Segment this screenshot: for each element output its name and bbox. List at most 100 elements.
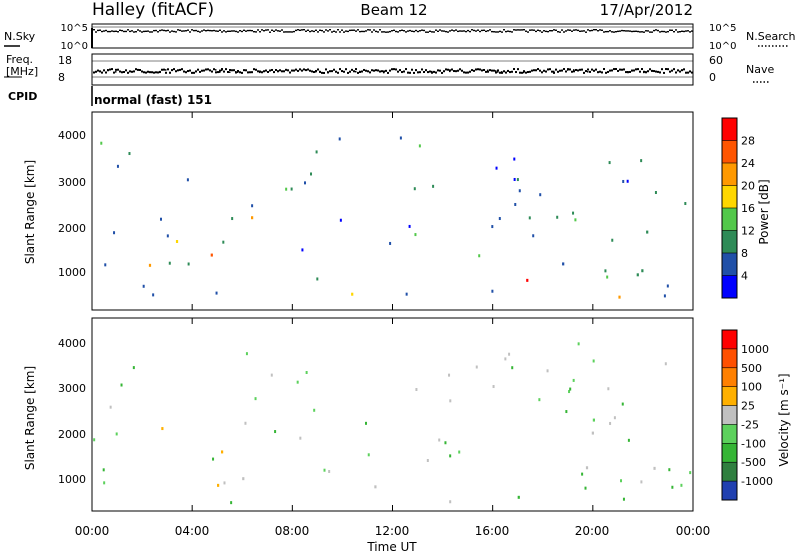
- scatter-cell: [274, 430, 277, 434]
- freq-point: [365, 69, 367, 72]
- freq-point: [347, 71, 349, 74]
- noise-point: [507, 30, 509, 32]
- noise-point: [169, 31, 171, 33]
- freq-point: [165, 71, 167, 74]
- noise-point: [365, 30, 367, 32]
- freq-trace: [93, 68, 693, 74]
- noise-point: [491, 30, 493, 33]
- nave-point: [159, 71, 161, 74]
- scatter-cell: [532, 234, 535, 238]
- scatter-cell: [231, 217, 234, 221]
- nave-point: [215, 69, 217, 71]
- freq-point: [465, 71, 467, 74]
- nave-point: [235, 71, 237, 73]
- freq-point: [143, 71, 145, 74]
- noise-point: [337, 29, 339, 31]
- freq-point: [215, 71, 217, 74]
- scatter-cell: [449, 454, 452, 458]
- noise-point: [473, 29, 475, 32]
- freq-point: [371, 69, 373, 72]
- freq-point: [445, 68, 447, 71]
- freq-point: [437, 69, 439, 72]
- noise-point: [129, 30, 131, 33]
- freq-point: [351, 68, 353, 71]
- freq-point: [135, 68, 137, 71]
- noise-point: [627, 30, 629, 32]
- freq-point: [603, 68, 605, 71]
- colorbar-swatch: [722, 424, 737, 444]
- noise-point: [691, 30, 693, 32]
- freq-point: [471, 69, 473, 72]
- xtick-1600: 16:00: [475, 524, 510, 538]
- noise-point: [645, 30, 647, 32]
- scatter-cell: [339, 218, 342, 222]
- freq-point: [405, 68, 407, 71]
- noise-right-label: N.Search: [746, 30, 796, 43]
- noise-point: [225, 31, 227, 33]
- freq-point: [429, 70, 431, 73]
- freq-point: [525, 71, 527, 74]
- freq-point: [251, 71, 253, 74]
- freq-point: [393, 68, 395, 71]
- scatter-cell: [351, 292, 354, 296]
- colorbar-tick-label: -25: [741, 418, 759, 431]
- nave-point: [487, 69, 489, 72]
- noise-point: [663, 30, 665, 33]
- freq-point: [559, 69, 561, 72]
- freq-point: [577, 69, 579, 72]
- freq-point: [555, 68, 557, 71]
- x-axis: 00:00 04:00 08:00 12:00 16:00 20:00 00:0…: [75, 524, 711, 554]
- freq-point: [653, 70, 655, 73]
- nave-point: [553, 70, 555, 73]
- noise-point: [205, 30, 207, 32]
- freq-point: [269, 69, 271, 72]
- nave-point: [631, 70, 633, 72]
- noise-point: [363, 30, 365, 33]
- noise-point: [179, 29, 181, 32]
- noise-point: [251, 29, 253, 32]
- scatter-cell: [222, 240, 225, 244]
- freq-point: [637, 68, 639, 71]
- noise-point: [633, 30, 635, 33]
- freq-point: [443, 70, 445, 73]
- scatter-cell: [113, 231, 116, 235]
- freq-point: [369, 71, 371, 74]
- nave-point: [587, 71, 589, 73]
- scatter-cell: [212, 457, 215, 461]
- freq-point: [385, 69, 387, 72]
- noise-point: [511, 31, 513, 33]
- noise-point: [283, 31, 285, 33]
- noise-point: [243, 29, 245, 32]
- noise-point: [591, 29, 593, 32]
- noise-point: [457, 30, 459, 33]
- freq-point: [481, 69, 483, 72]
- freq-point: [461, 69, 463, 72]
- freq-point: [97, 69, 99, 72]
- noise-point: [485, 30, 487, 33]
- freq-point: [255, 68, 257, 71]
- scatter-cell: [405, 292, 408, 296]
- noise-point: [163, 29, 165, 32]
- freq-point: [573, 70, 575, 73]
- noise-point: [249, 29, 251, 32]
- scatter-cell: [210, 253, 213, 257]
- noise-point: [477, 29, 479, 31]
- xtick-2000: 20:00: [575, 524, 610, 538]
- freq-point: [341, 70, 343, 73]
- freq-point: [339, 68, 341, 71]
- freq-point: [421, 68, 423, 71]
- noise-point: [515, 29, 517, 31]
- freq-point: [527, 71, 529, 74]
- nave-point: [245, 69, 247, 71]
- noise-point: [397, 31, 399, 33]
- colorbar-tick-label: 100: [741, 381, 762, 394]
- nave-point: [431, 70, 433, 73]
- freq-point: [485, 70, 487, 73]
- colorbar-swatch: [722, 348, 737, 369]
- noise-point: [329, 29, 331, 31]
- freq-point: [657, 70, 659, 73]
- noise-point: [613, 31, 615, 33]
- freq-point: [315, 69, 317, 72]
- noise-point: [287, 31, 289, 33]
- scatter-cell: [328, 470, 331, 474]
